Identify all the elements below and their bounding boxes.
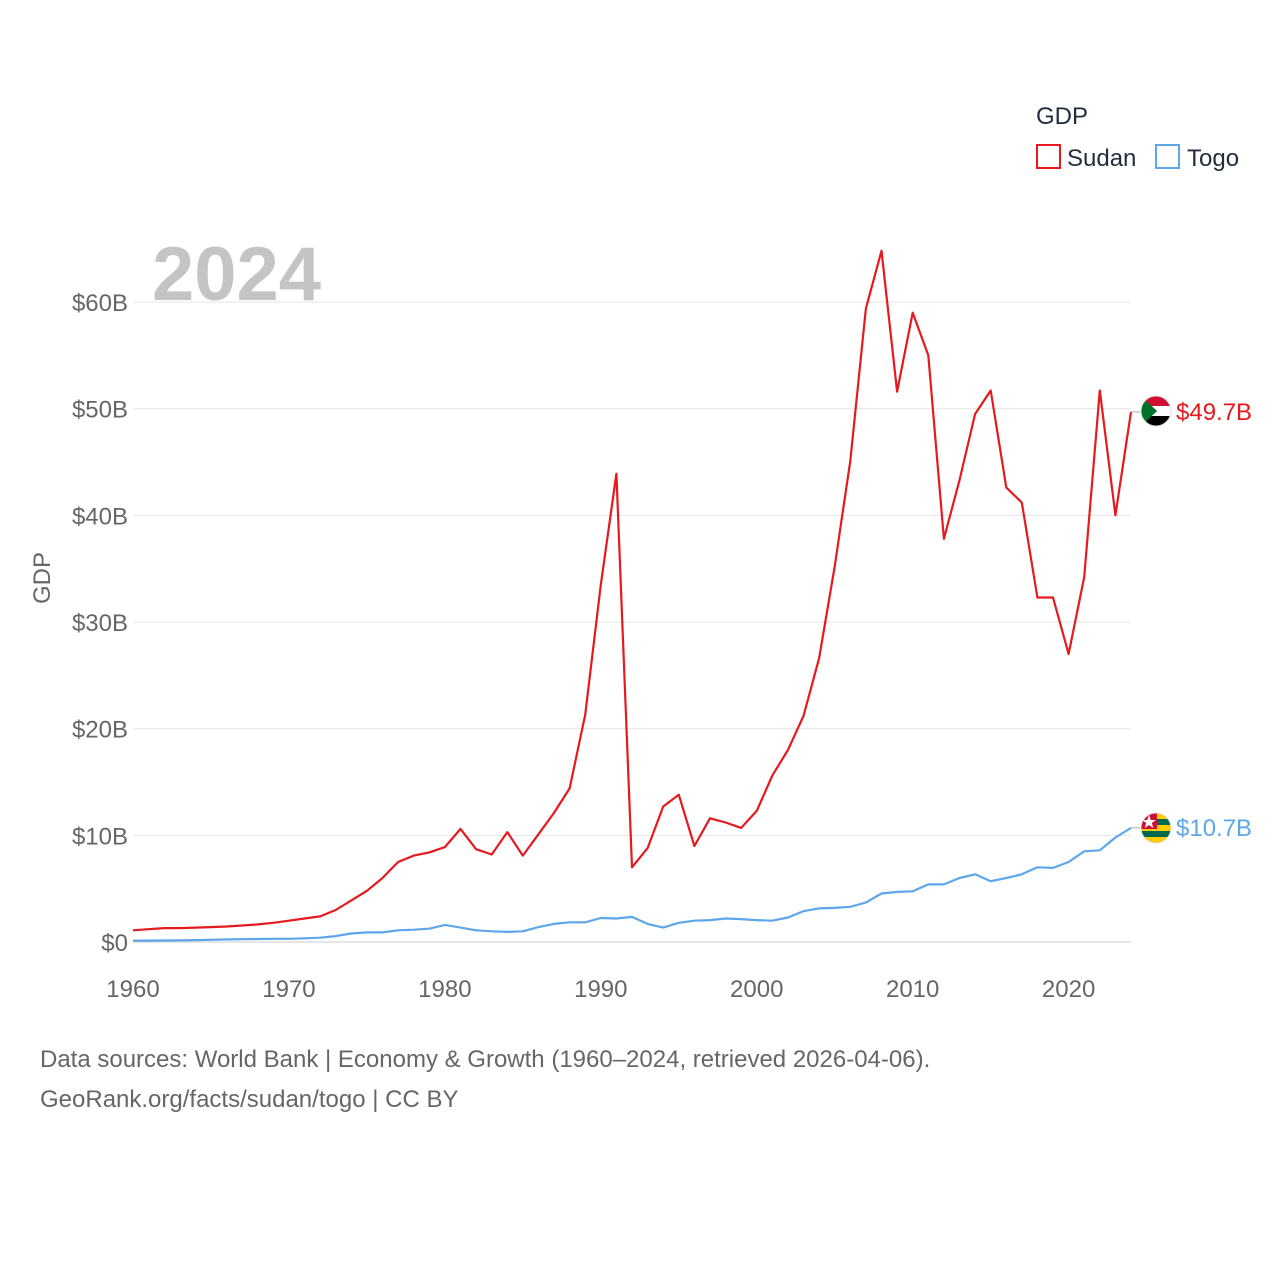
end-label-sudan: $49.7B [1176,399,1252,426]
legend-item-togo[interactable]: Togo [1155,144,1239,172]
x-tick-label: 2010 [886,976,939,1003]
sudan-flag-icon [1141,396,1171,426]
source-line-1: Data sources: World Bank | Economy & Gro… [40,1046,931,1073]
y-tick-label: $20B [72,717,128,744]
togo-flag-icon [1141,813,1171,843]
y-tick-label: $30B [72,610,128,637]
end-value-labels: $49.7B $10.7B [1131,399,1252,842]
legend-label-togo: Togo [1187,145,1239,172]
legend-swatch-sudan [1036,144,1061,169]
x-tick-label: 1980 [418,976,471,1003]
legend[interactable]: GDP Sudan Togo [1036,103,1239,172]
year-watermark: 2024 [152,232,321,317]
x-tick-label: 1970 [262,976,315,1003]
legend-swatch-togo [1155,144,1180,169]
x-tick-label: 1960 [106,976,159,1003]
y-tick-label: $50B [72,397,128,424]
source-note: Data sources: World Bank | Economy & Gro… [40,1040,930,1120]
y-tick-label: $60B [72,290,128,317]
x-tick-label: 2020 [1042,976,1095,1003]
y-tick-label: $0 [101,930,128,957]
series-lines [132,249,1133,942]
y-tick-label: $40B [72,503,128,530]
x-tick-label: 1990 [574,976,627,1003]
source-line-2[interactable]: GeoRank.org/facts/sudan/togo | CC BY [40,1086,459,1113]
x-tick-label: 2000 [730,976,783,1003]
end-label-togo: $10.7B [1176,815,1252,842]
legend-item-sudan[interactable]: Sudan [1036,144,1136,172]
series-line-sudan[interactable] [132,249,1133,932]
legend-label-sudan: Sudan [1067,145,1136,172]
gridlines [133,301,1131,943]
y-axis-label: GDP [29,552,56,604]
legend-title: GDP [1036,103,1088,130]
y-tick-label: $10B [72,823,128,850]
series-line-togo[interactable] [132,826,1132,942]
y-axis: $0 $10B $20B $30B $40B $50B $60B [72,290,128,957]
x-axis: 1960 1970 1980 1990 2000 2010 2020 [106,976,1095,1003]
